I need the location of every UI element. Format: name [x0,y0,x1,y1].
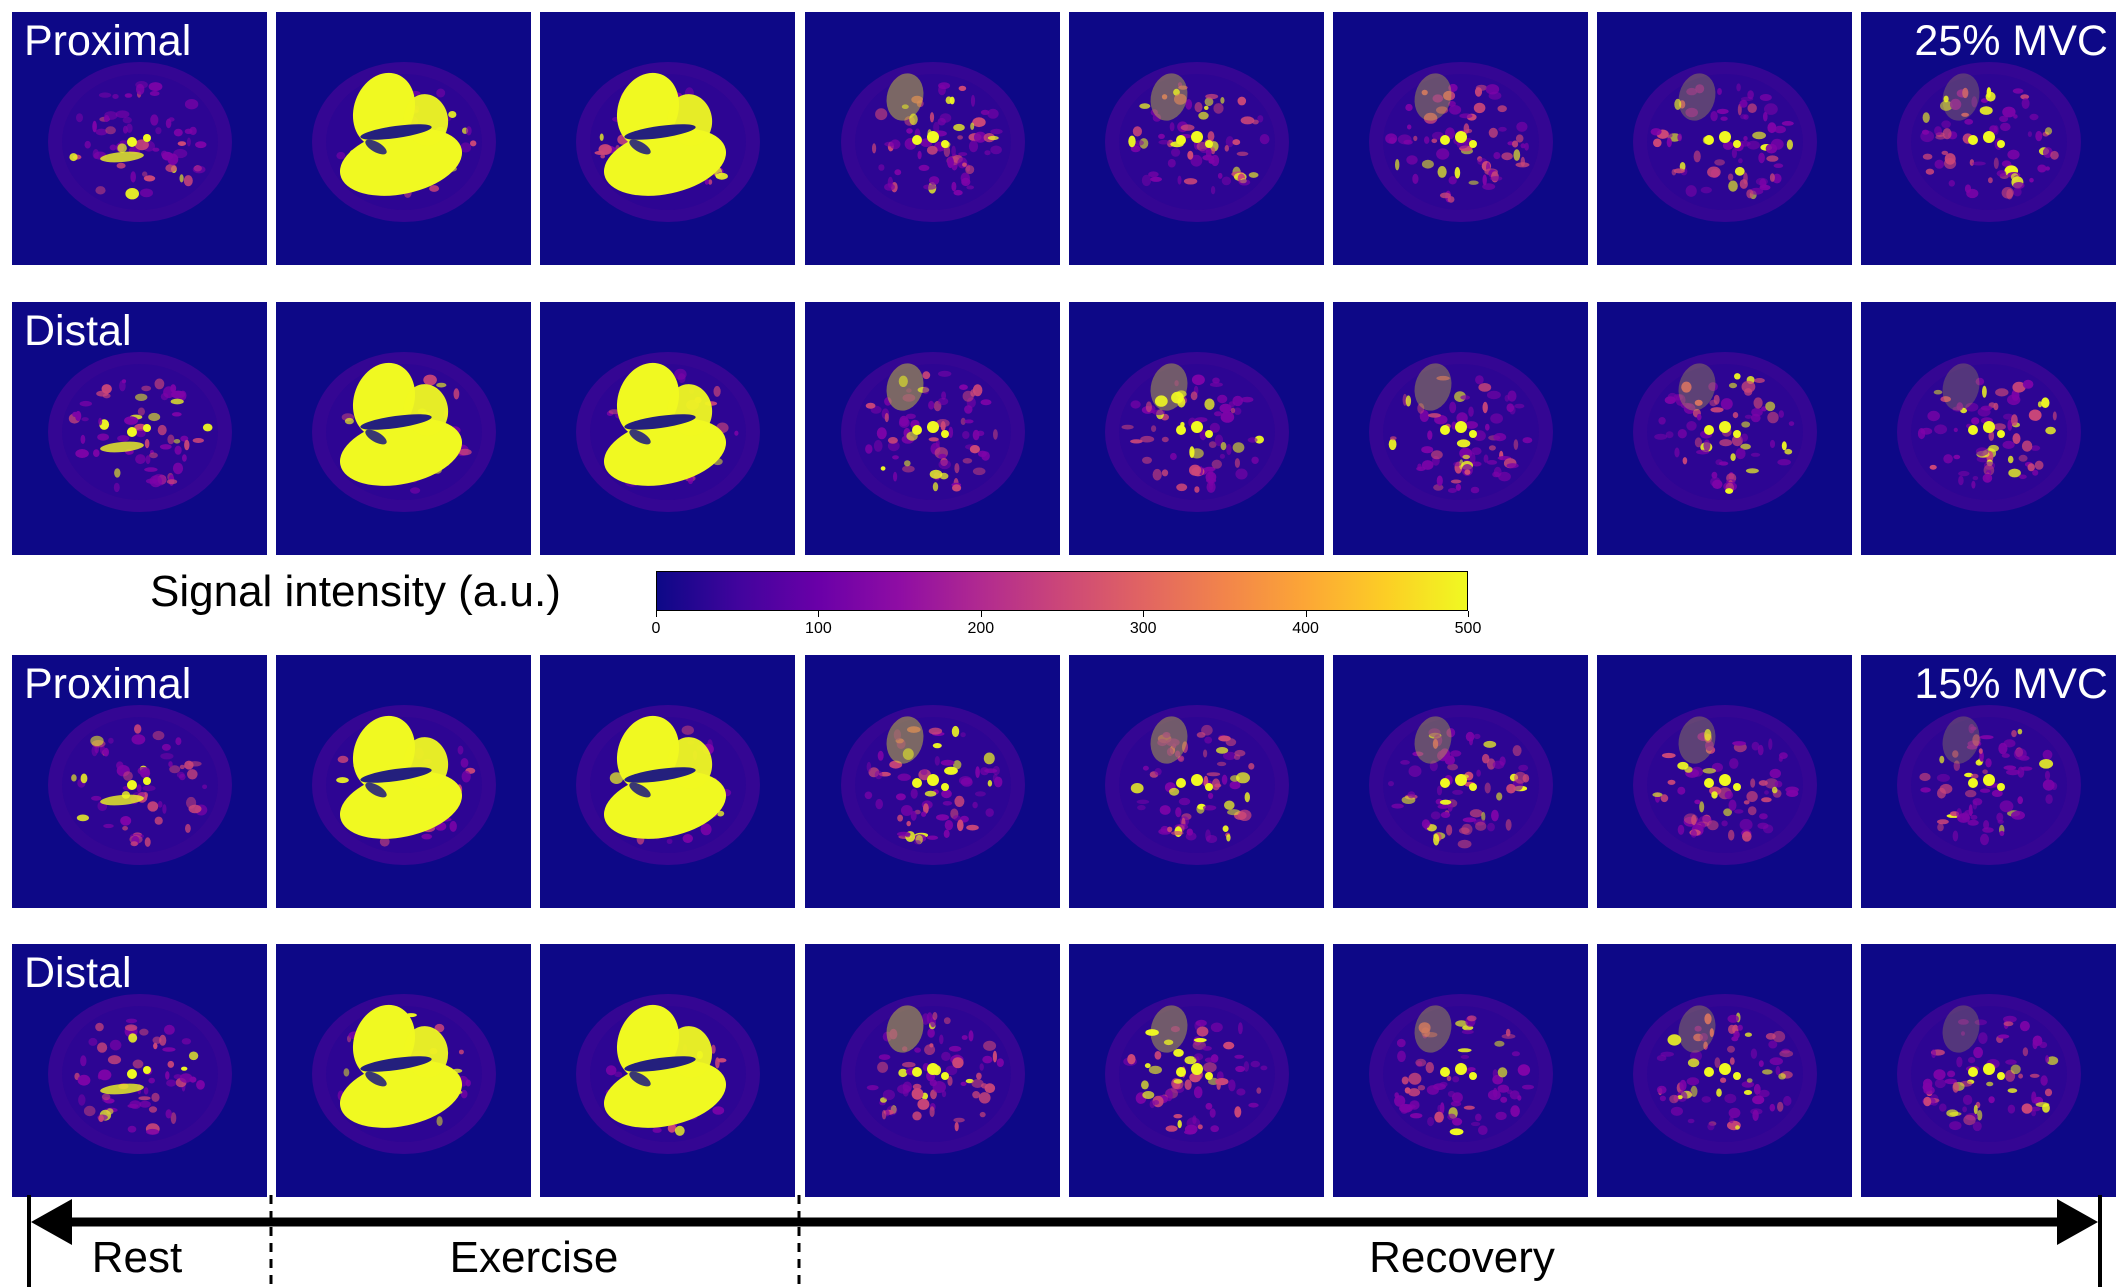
mri-image [48,62,232,222]
colorbar-tick-label: 300 [1129,620,1157,637]
mri-panel-r1-c7 [1597,12,1852,265]
mri-panel-r2-c7 [1597,302,1852,555]
mri-image [841,62,1025,222]
mri-panel-r2-c3 [540,302,795,555]
mri-image [841,994,1025,1154]
colorbar-tick-label: 500 [1454,620,1482,637]
mri-image [1105,705,1289,865]
colorbar-tick-label: 0 [651,620,661,637]
mri-image [841,705,1025,865]
timeline-right-arrow [2057,1199,2098,1245]
condition-label: 15% MVC [1914,660,2108,708]
mri-panel-r4-c3 [540,944,795,1197]
mri-panel-r3-c6 [1333,655,1588,908]
mri-image [48,352,232,512]
mri-panel-r4-c8 [1861,944,2116,1197]
colorbar-title: Signal intensity (a.u.) [150,567,561,616]
mri-image [576,994,760,1154]
colorbar-tick [1305,611,1307,617]
mri-image [576,705,760,865]
mri-image [48,994,232,1154]
mri-panel-r3-c2 [276,655,531,908]
colorbar-tick [980,611,982,617]
mri-panel-r4-c2 [276,944,531,1197]
row-label: Proximal [24,17,192,65]
phase-label-recovery: Recovery [1369,1233,1555,1282]
mri-panel-r3-c1: Proximal [12,655,267,908]
row-label: Distal [24,307,132,355]
colorbar-tick-label: 400 [1292,620,1319,637]
mri-image [1105,994,1289,1154]
colorbar [656,571,1468,611]
mri-panel-r1-c5 [1069,12,1324,265]
mri-image [312,62,496,222]
mri-image [1633,705,1817,865]
mri-panel-r2-c1: Distal [12,302,267,555]
mri-image [576,62,760,222]
phase-label-exercise: Exercise [449,1233,619,1282]
mri-image [1369,352,1553,512]
mri-image [1897,705,2081,865]
mri-image [312,994,496,1154]
mri-panel-r2-c2 [276,302,531,555]
mri-image [1369,62,1553,222]
mri-panel-r3-c4 [805,655,1060,908]
row-label: Distal [24,949,132,997]
mri-panel-r1-c1: Proximal [12,12,267,265]
mri-panel-r2-c8 [1861,302,2116,555]
mri-image [1897,994,2081,1154]
mri-panel-r2-c5 [1069,302,1324,555]
mri-panel-r3-c3 [540,655,795,908]
mri-image [1369,705,1553,865]
mri-image [1633,352,1817,512]
colorbar-tick-label: 100 [805,620,832,637]
mri-panel-r3-c7 [1597,655,1852,908]
colorbar-tick [1143,611,1145,617]
condition-label: 25% MVC [1914,17,2108,65]
mri-panel-r4-c5 [1069,944,1324,1197]
mri-panel-r1-c8: 25% MVC [1861,12,2116,265]
colorbar-tick [1468,611,1469,617]
colorbar-tick [656,611,657,617]
mri-panel-r1-c6 [1333,12,1588,265]
mri-panel-r4-c6 [1333,944,1588,1197]
mri-panel-r1-c3 [540,12,795,265]
mri-image [1105,352,1289,512]
mri-panel-r1-c2 [276,12,531,265]
mri-image [1369,994,1553,1154]
colorbar-tick-label: 200 [967,620,995,637]
mri-panel-r4-c7 [1597,944,1852,1197]
mri-image [312,705,496,865]
mri-panel-r1-c4 [805,12,1060,265]
mri-image [1633,62,1817,222]
phase-label-rest: Rest [91,1233,183,1282]
row-label: Proximal [24,660,192,708]
mri-panel-r3-c5 [1069,655,1324,908]
mri-image [1897,352,2081,512]
timeline [27,1195,2102,1287]
colorbar-tick [818,611,820,617]
mri-panel-r4-c4 [805,944,1060,1197]
mri-panel-r3-c8: 15% MVC [1861,655,2116,908]
mri-image [48,705,232,865]
mri-image [576,352,760,512]
mri-panel-r4-c1: Distal [12,944,267,1197]
mri-panel-r2-c6 [1333,302,1588,555]
mri-panel-r2-c4 [805,302,1060,555]
mri-image [1897,62,2081,222]
mri-image [312,352,496,512]
timeline-left-arrow [31,1199,72,1245]
mri-image [841,352,1025,512]
mri-image [1633,994,1817,1154]
mri-image [1105,62,1289,222]
